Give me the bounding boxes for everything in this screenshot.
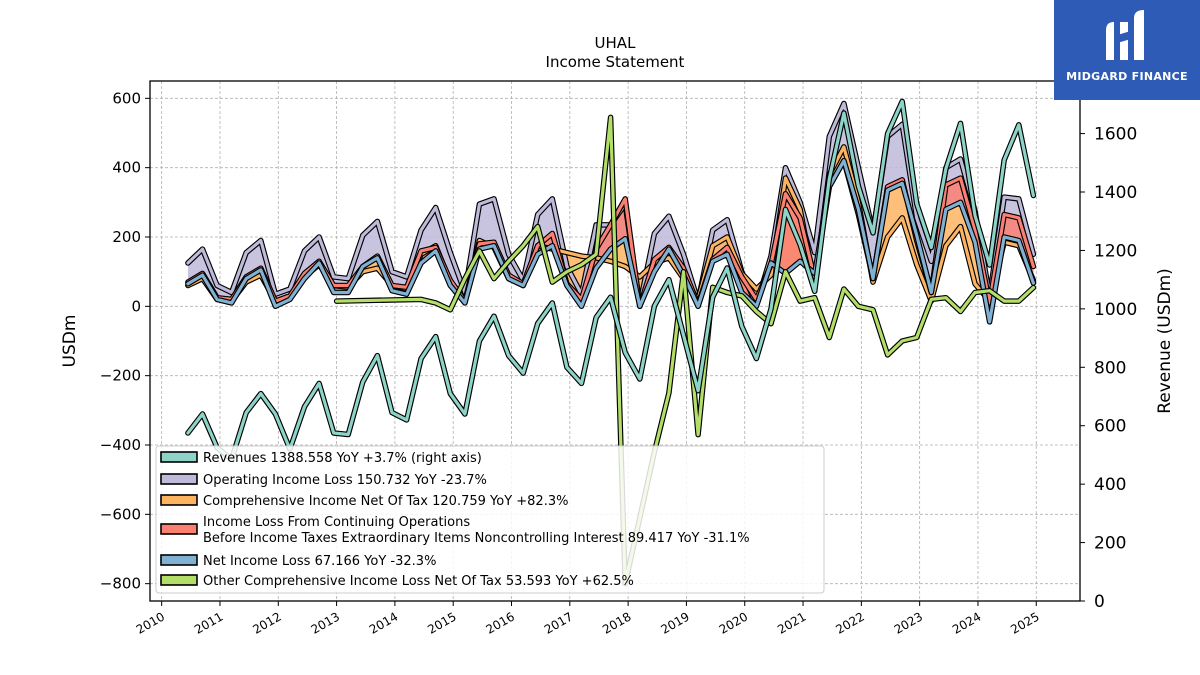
y2-tick-label: 1400 xyxy=(1094,183,1137,203)
legend-label: Operating Income Loss 150.732 YoY -23.7% xyxy=(203,473,487,488)
legend-label: Net Income Loss 67.166 YoY -32.3% xyxy=(203,554,436,569)
brand-logo-icon xyxy=(1106,10,1144,60)
x-tick-label: 2019 xyxy=(658,609,691,636)
y2-tick-label: 1200 xyxy=(1094,241,1137,261)
legend-swatch xyxy=(160,554,198,566)
x-tick-label: 2023 xyxy=(892,609,925,636)
legend-label: Other Comprehensive Income Loss Net Of T… xyxy=(203,574,634,589)
x-tick-label: 2015 xyxy=(425,609,458,636)
y-tick-label: 400 xyxy=(112,159,141,177)
series-fill xyxy=(187,160,1034,322)
x-tick-label: 2022 xyxy=(833,609,866,636)
series-line xyxy=(186,159,1035,324)
legend-swatch xyxy=(160,523,198,535)
x-tick-label: 2018 xyxy=(600,609,633,636)
y2-tick-label: 1000 xyxy=(1094,300,1137,320)
y-axis-label: USDm xyxy=(60,315,80,368)
y2-tick-label: 600 xyxy=(1094,417,1126,437)
brand-logo: MIDGARD FINANCE xyxy=(1054,0,1200,100)
y-tick-label: −400 xyxy=(100,436,141,454)
legend-label: Comprehensive Income Net Of Tax 120.759 … xyxy=(203,494,568,509)
y2-tick-label: 200 xyxy=(1094,534,1126,554)
brand-name: MIDGARD FINANCE xyxy=(1066,70,1188,83)
x-tick-label: 2011 xyxy=(192,609,225,636)
y-tick-label: 200 xyxy=(112,228,141,246)
y2-tick-label: 400 xyxy=(1094,475,1126,495)
x-tick-label: 2012 xyxy=(250,609,283,636)
x-tick-label: 2017 xyxy=(542,609,575,636)
legend-swatch xyxy=(160,451,198,463)
series-line xyxy=(335,115,1035,586)
y-tick-label: 0 xyxy=(131,297,141,315)
series-layer xyxy=(185,98,1037,587)
legend-label: Income Loss From Continuing Operations xyxy=(203,515,470,530)
x-tick-label: 2021 xyxy=(775,609,808,636)
chart-legend: Revenues 1388.558 YoY +3.7% (right axis)… xyxy=(155,445,825,594)
y2-tick-label: 0 xyxy=(1094,592,1105,612)
chart-subtitle: Income Statement xyxy=(546,53,685,71)
plot-frame xyxy=(149,80,1081,602)
x-tick-label: 2010 xyxy=(134,609,167,636)
legend-swatch xyxy=(160,574,198,586)
legend-label: Before Income Taxes Extraordinary Items … xyxy=(203,531,750,546)
y-tick-label: −200 xyxy=(100,367,141,385)
x-tick-label: 2024 xyxy=(950,609,983,636)
legend-swatch xyxy=(160,494,198,506)
series-line xyxy=(186,99,1035,461)
chart-title: UHAL xyxy=(595,34,637,52)
y-tick-label: −800 xyxy=(100,575,141,593)
y2-tick-label: 800 xyxy=(1094,358,1126,378)
x-tick-label: 2016 xyxy=(484,609,517,636)
legend-frame xyxy=(155,445,825,594)
x-tick-label: 2020 xyxy=(717,609,750,636)
x-tick-label: 2014 xyxy=(367,609,400,636)
legend-label: Revenues 1388.558 YoY +3.7% (right axis) xyxy=(203,451,482,466)
y2-axis-label: Revenue (USDm) xyxy=(1155,268,1175,414)
x-tick-label: 2013 xyxy=(309,609,342,636)
y2-tick-label: 1600 xyxy=(1094,125,1137,145)
y-tick-label: −600 xyxy=(100,505,141,523)
x-tick-label: 2025 xyxy=(1008,609,1041,636)
y-tick-label: 600 xyxy=(112,89,141,107)
legend-swatch xyxy=(160,473,198,485)
